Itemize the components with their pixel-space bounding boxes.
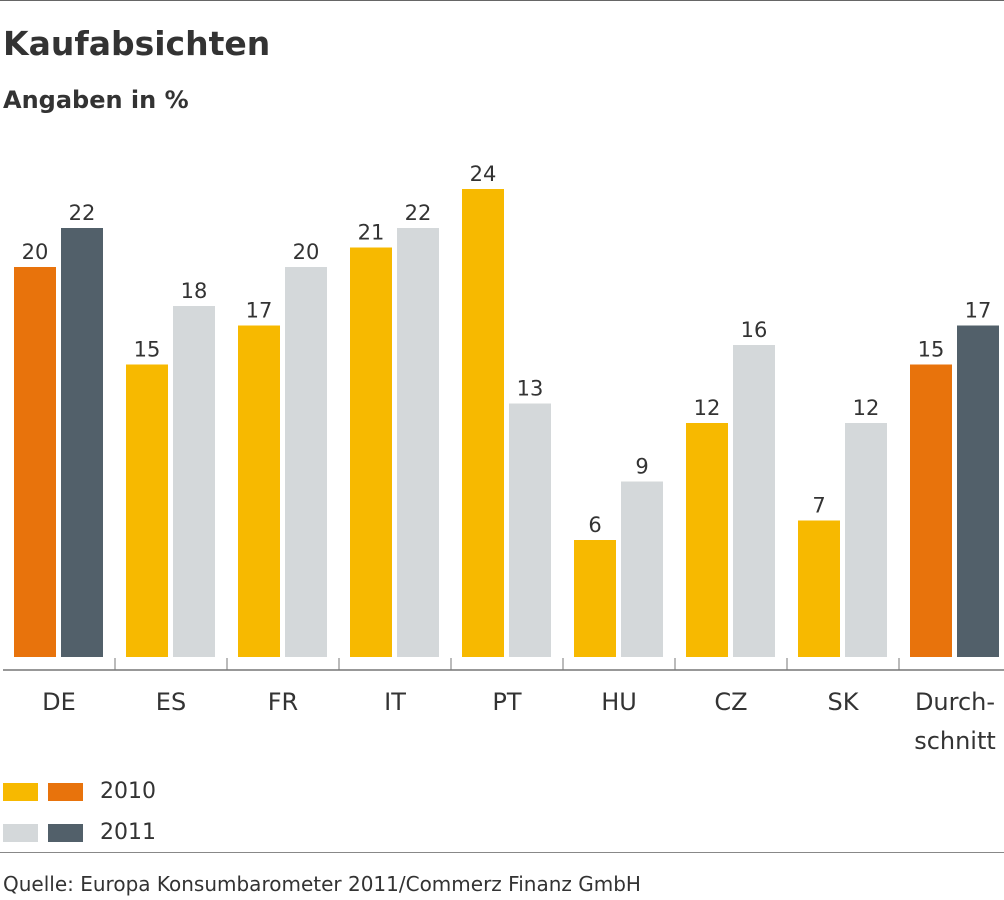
bar-2011 xyxy=(845,423,887,657)
bar-2010 xyxy=(238,325,280,657)
bar-2011 xyxy=(397,228,439,657)
data-label: 18 xyxy=(181,279,208,303)
bar-2011 xyxy=(621,481,663,657)
bar-2010 xyxy=(686,423,728,657)
data-label: 12 xyxy=(853,396,880,420)
legend-swatch-2011-highlight xyxy=(48,823,83,842)
bar-2010 xyxy=(350,247,392,657)
x-tick-label: IT xyxy=(384,688,406,716)
x-tick-label: PT xyxy=(492,688,521,716)
legend-swatch-2010 xyxy=(3,782,38,801)
x-tick-label: ES xyxy=(156,688,186,716)
legend-item-2011: 2011 xyxy=(3,820,156,845)
bar-2011 xyxy=(285,267,327,657)
data-label: 7 xyxy=(812,494,825,518)
legend-label-2010: 2010 xyxy=(100,779,156,804)
data-label: 12 xyxy=(694,396,721,420)
data-label: 20 xyxy=(22,240,49,264)
data-label: 15 xyxy=(918,338,945,362)
x-tick-label: FR xyxy=(268,688,298,716)
legend-item-2010: 2010 xyxy=(3,779,156,804)
bar-2011 xyxy=(957,325,999,657)
bar-2011 xyxy=(61,228,103,657)
data-label: 17 xyxy=(965,299,992,323)
x-tick-label: Durch- xyxy=(915,688,995,716)
x-tick-label: SK xyxy=(828,688,860,716)
data-label: 24 xyxy=(470,162,497,186)
data-label: 13 xyxy=(517,377,544,401)
data-label: 6 xyxy=(588,513,601,537)
bar-2011 xyxy=(509,403,551,657)
bar-chart: 20 22 DE 15 18 ES 17 20 FR 21 22 IT 24 13 PT 6 9 HU 12 16 CZ… xyxy=(3,162,1004,755)
chart-subtitle: Angaben in % xyxy=(3,86,189,114)
bar-2011 xyxy=(733,345,775,657)
data-label: 22 xyxy=(69,201,96,225)
bar-2010 xyxy=(14,267,56,657)
data-label: 9 xyxy=(635,455,648,479)
bar-2011 xyxy=(173,306,215,657)
bar-2010 xyxy=(126,364,168,657)
bar-2010 xyxy=(574,540,616,657)
bar-2010 xyxy=(798,520,840,657)
bar-2010 xyxy=(462,189,504,657)
source-note: Quelle: Europa Konsumbarometer 2011/Comm… xyxy=(3,872,641,896)
x-tick-label: schnitt xyxy=(914,727,996,755)
data-label: 21 xyxy=(358,221,385,245)
bottom-rule xyxy=(0,852,1004,853)
legend-label-2011: 2011 xyxy=(100,820,156,845)
x-tick-label: DE xyxy=(42,688,76,716)
chart-title: Kaufabsichten xyxy=(3,24,271,63)
data-label: 22 xyxy=(405,201,432,225)
x-tick-label: CZ xyxy=(714,688,747,716)
bar-2010 xyxy=(910,364,952,657)
legend-swatch-2011 xyxy=(3,823,38,842)
x-tick-label: HU xyxy=(601,688,637,716)
data-label: 15 xyxy=(134,338,161,362)
data-label: 17 xyxy=(246,299,273,323)
data-label: 20 xyxy=(293,240,320,264)
data-label: 16 xyxy=(741,318,768,342)
top-rule xyxy=(0,0,1004,1)
legend-swatch-2010-highlight xyxy=(48,782,83,801)
